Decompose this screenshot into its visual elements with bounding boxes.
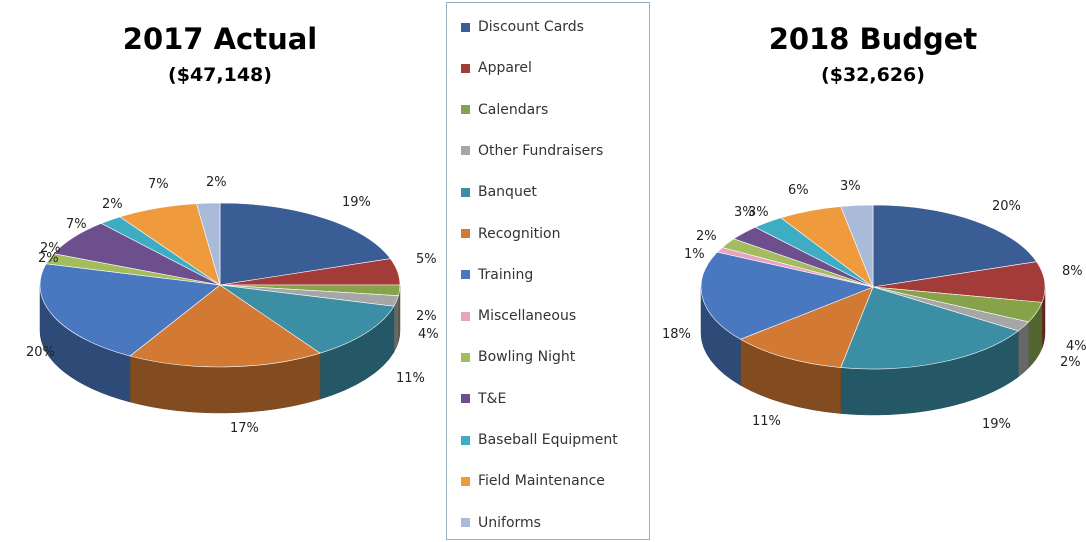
legend-swatch (461, 476, 470, 486)
legend-label: Bowling Night (478, 349, 576, 366)
legend-item: T&E (461, 389, 506, 409)
legend-label: Banquet (478, 184, 537, 201)
legend-swatch (461, 229, 470, 238)
data-label: 2% (696, 229, 717, 244)
chart-title: 2018 Budget (768, 22, 978, 56)
legend-label: Apparel (478, 60, 532, 77)
legend-swatch (461, 63, 470, 73)
data-label: 11% (396, 371, 425, 386)
pie-slice (739, 286, 874, 368)
legend-label: Other Fundraisers (478, 142, 604, 159)
pie-chart: 20%8%4%2%19%11%18%1%2%3%3%6% 3% (662, 179, 1086, 432)
legend-item: Training (461, 265, 533, 285)
legend: Discount Cards Apparel Calendars Other Fund… (446, 2, 650, 540)
data-label: 18% (662, 327, 691, 342)
data-label: 3% (734, 205, 755, 220)
legend-swatch (461, 394, 470, 404)
legend-swatch (461, 105, 470, 115)
data-label: 2% (38, 251, 59, 266)
pie-slice (129, 284, 321, 368)
legend-swatch (461, 311, 470, 321)
data-label: 5% (416, 252, 437, 267)
legend-item: Bowling Night (461, 347, 575, 367)
legend-item: Field Maintenance (461, 471, 605, 491)
data-label: 4% (1066, 339, 1086, 354)
data-label: 17% (230, 421, 259, 436)
pie-chart: 19% 5% 2% 11% 17% 20% 2% 7% 2% 7% 2% 4% 2% (26, 175, 439, 436)
chart-subtitle: ($32,626) (821, 64, 925, 86)
legend-swatch (461, 270, 470, 280)
data-label: 2% (102, 197, 123, 212)
data-label: 7% (148, 177, 169, 192)
legend-label: Miscellaneous (478, 308, 577, 325)
pie-slice-side (1017, 321, 1029, 378)
pie-slice (219, 202, 391, 286)
data-label: 2% (40, 241, 61, 256)
chart-subtitle: ($47,148) (168, 64, 272, 86)
legend-item: Recognition (461, 224, 560, 244)
pie-slice (840, 286, 1019, 370)
data-label: 8% (1062, 264, 1083, 279)
pie-slice (196, 202, 221, 286)
legend-item: Banquet (461, 182, 537, 202)
legend-item: Apparel (461, 58, 532, 78)
data-label: 3% (748, 205, 769, 220)
legend-swatch (461, 518, 470, 528)
legend-swatch (461, 146, 470, 156)
legend-label: Uniforms (478, 514, 541, 531)
data-label: 2% (206, 175, 227, 190)
data-label: 2% (1060, 355, 1081, 370)
legend-label: Calendars (478, 101, 549, 118)
legend-item: Uniforms (461, 513, 541, 533)
legend-label: Baseball Equipment (478, 432, 618, 448)
pie-slice (39, 263, 221, 357)
data-label: 1% (684, 247, 705, 262)
legend-label: Field Maintenance (478, 473, 605, 490)
data-label: 11% (752, 414, 781, 429)
data-label: 20% (26, 345, 55, 360)
data-label: 2% (416, 309, 437, 324)
chart-2017-actual: 2017 Actual ($47,148) 19% 5% 2% 11% 17% 20% 2%… (0, 0, 440, 542)
legend-item: Baseball Equipment (461, 430, 618, 450)
legend-swatch (461, 435, 470, 445)
pie-slice (840, 204, 874, 288)
pie-sides (700, 286, 1046, 416)
legend-item: Discount Cards (461, 17, 584, 37)
pie-slice (872, 204, 1038, 288)
legend-item: Calendars (461, 100, 548, 120)
legend-swatch (461, 22, 470, 32)
data-label: 3% (840, 179, 861, 194)
legend-label: Discount Cards (478, 19, 584, 35)
pie-slice (700, 251, 875, 340)
data-label: 7% (66, 217, 87, 232)
legend-label: T&E (478, 390, 507, 407)
legend-label: Recognition (478, 225, 561, 242)
chart-title: 2017 Actual (122, 22, 318, 56)
data-label: 20% (992, 199, 1021, 214)
pie-slice (219, 284, 395, 354)
data-label: 4% (418, 327, 439, 342)
legend-item: Miscellaneous (461, 306, 576, 326)
legend-label: Training (478, 266, 534, 283)
data-label: 19% (342, 195, 371, 210)
legend-swatch (461, 352, 470, 362)
legend-swatch (461, 187, 470, 197)
legend-item: Other Fundraisers (461, 141, 603, 161)
data-label: 6% (788, 183, 809, 198)
data-label: 19% (982, 417, 1011, 432)
chart-2018-budget: 2018 Budget ($32,626) 20% 8% 4% 2% 19% 11% 18%… (660, 0, 1086, 542)
